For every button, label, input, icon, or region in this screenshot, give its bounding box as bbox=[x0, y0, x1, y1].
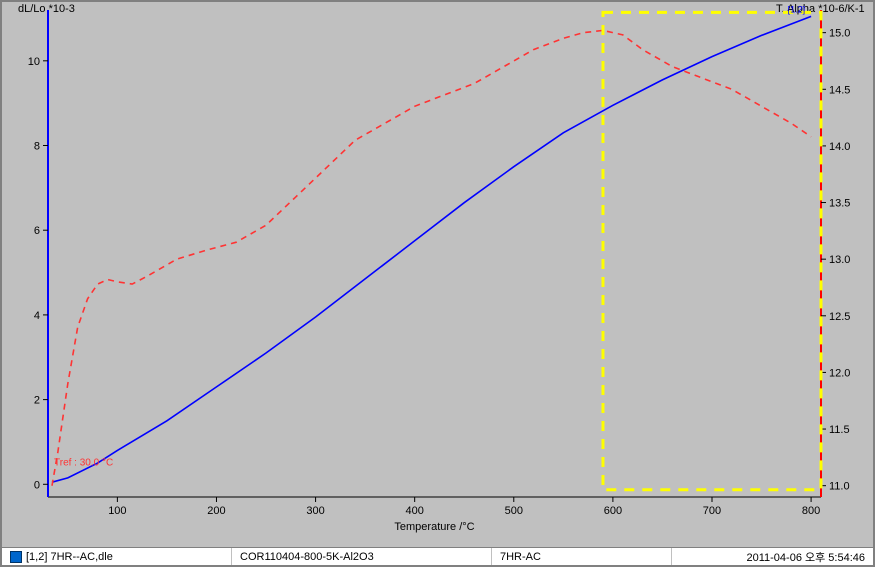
status-file-text: [1,2] 7HR--AC,dle bbox=[26, 551, 113, 563]
x-tick-label: 700 bbox=[703, 505, 721, 517]
y-left-tick-label: 8 bbox=[34, 141, 40, 153]
y-left-tick-label: 0 bbox=[34, 479, 40, 491]
y-left-tick-label: 2 bbox=[34, 395, 40, 407]
x-tick-label: 400 bbox=[405, 505, 423, 517]
y-right-tick-label: 13.5 bbox=[829, 198, 850, 210]
chart-canvas: 100 200 300 400 500 600 700 800 Temperature /°C 0… bbox=[2, 2, 873, 547]
status-sample-text: 7HR-AC bbox=[500, 551, 541, 563]
file-icon bbox=[10, 551, 22, 563]
status-file: [1,2] 7HR--AC,dle bbox=[2, 548, 232, 565]
y-right-tick-label: 11.5 bbox=[829, 424, 850, 436]
y-right-tick-label: 13.0 bbox=[829, 254, 850, 266]
status-code: COR110404-800-5K-Al2O3 bbox=[232, 548, 492, 565]
y-left-tick-label: 10 bbox=[28, 56, 40, 68]
y-right-tick-label: 14.0 bbox=[829, 141, 850, 153]
plot-bg bbox=[2, 2, 873, 547]
y-right-tick-label: 12.0 bbox=[829, 367, 850, 379]
y-left-tick-label: 4 bbox=[34, 310, 40, 322]
ref-annotation: Tref : 30.0 °C bbox=[54, 457, 113, 468]
status-datetime-text: 2011-04-06 오후 5:54:46 bbox=[746, 549, 865, 565]
status-bar: [1,2] 7HR--AC,dle COR110404-800-5K-Al2O3… bbox=[2, 547, 873, 565]
x-tick-label: 500 bbox=[505, 505, 523, 517]
x-tick-label: 100 bbox=[108, 505, 126, 517]
y-right-tick-label: 12.5 bbox=[829, 311, 850, 323]
y-right-tick-label: 14.5 bbox=[829, 84, 850, 96]
y-left-label: dL/Lo *10-3 bbox=[18, 3, 75, 15]
y-right-tick-label: 11.0 bbox=[829, 481, 850, 493]
x-axis-label: Temperature /°C bbox=[394, 521, 474, 533]
chart-window: 100 200 300 400 500 600 700 800 Temperature /°C 0… bbox=[0, 0, 875, 567]
status-sample: 7HR-AC bbox=[492, 548, 672, 565]
x-tick-label: 600 bbox=[604, 505, 622, 517]
y-right-tick-label: 15.0 bbox=[829, 28, 850, 40]
x-tick-label: 200 bbox=[207, 505, 225, 517]
y-left-tick-label: 6 bbox=[34, 225, 40, 237]
status-code-text: COR110404-800-5K-Al2O3 bbox=[240, 551, 374, 563]
x-tick-label: 300 bbox=[306, 505, 324, 517]
series-marker-label: [1.2] bbox=[788, 4, 806, 14]
x-tick-label: 800 bbox=[802, 505, 820, 517]
status-datetime: 2011-04-06 오후 5:54:46 bbox=[672, 548, 873, 565]
